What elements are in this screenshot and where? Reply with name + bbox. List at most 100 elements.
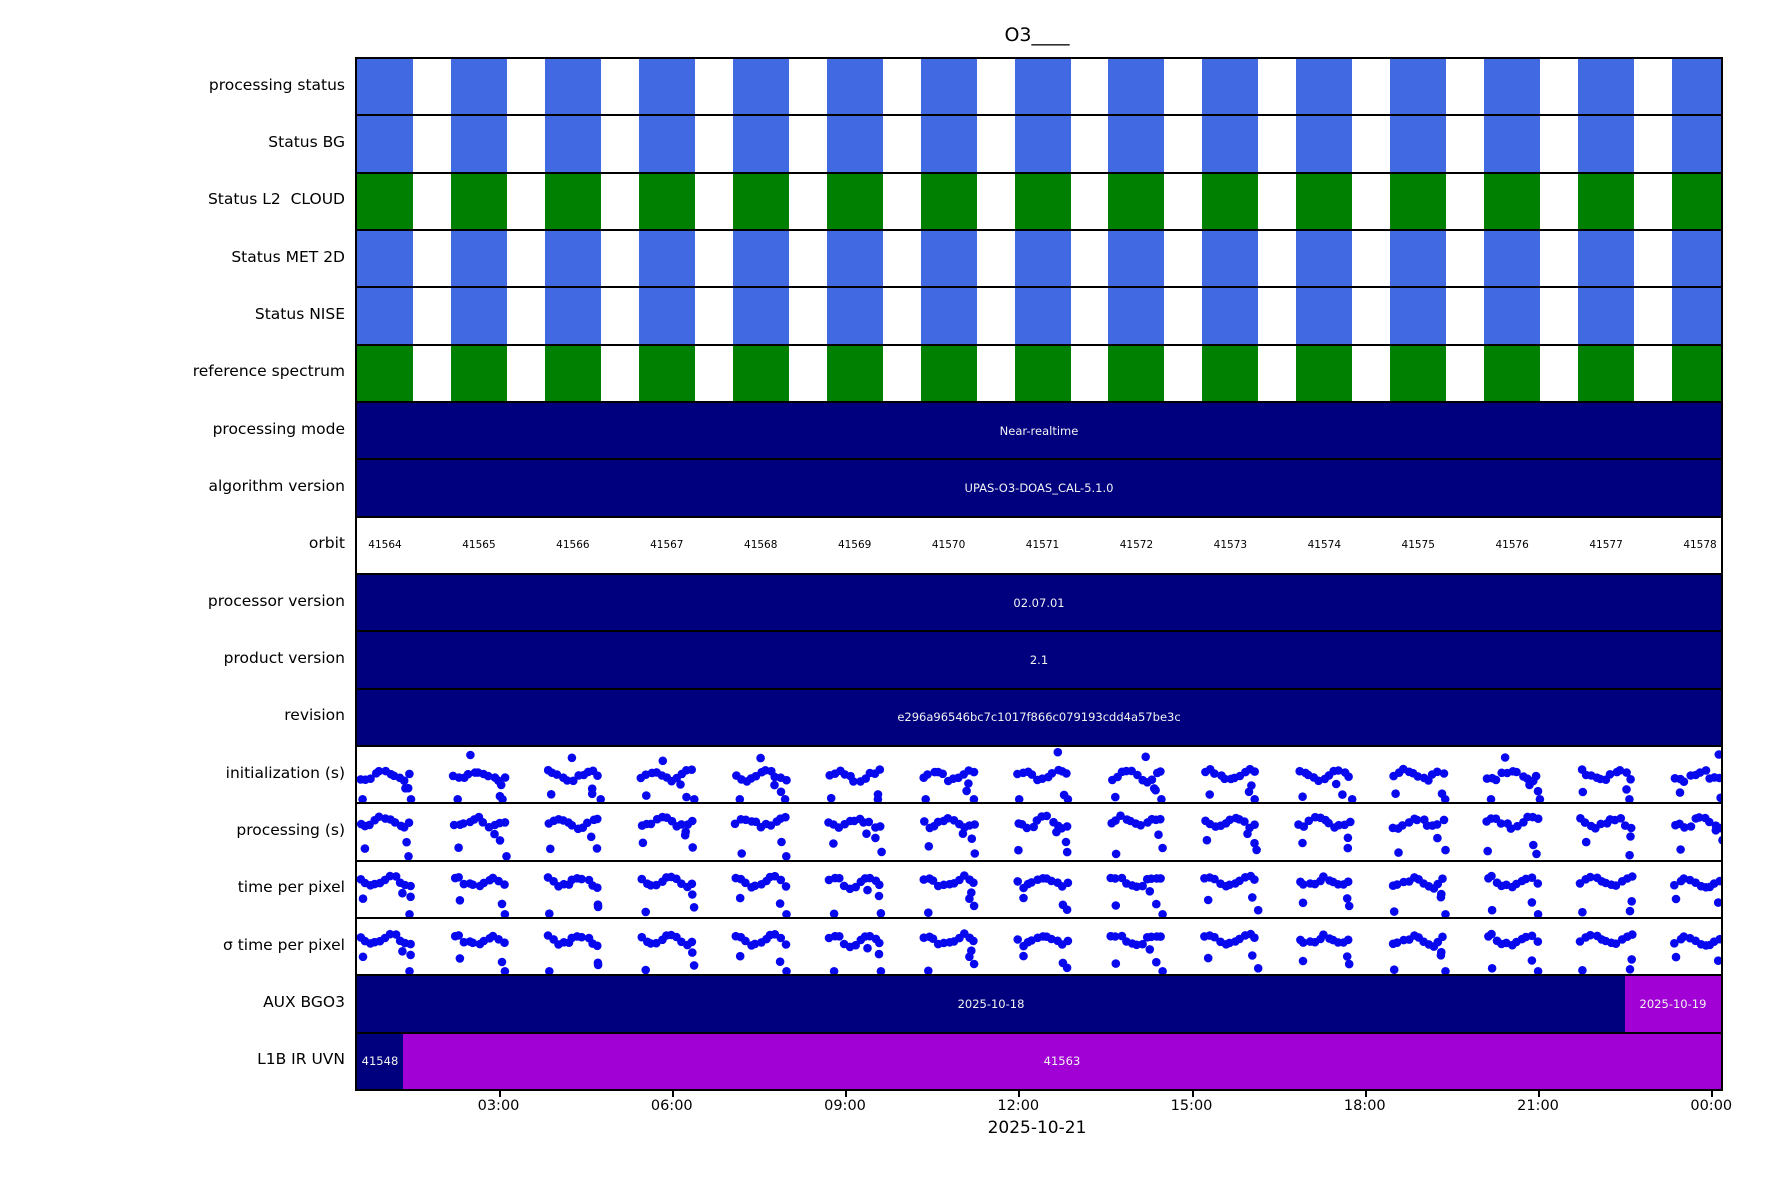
scatter-dot	[593, 771, 602, 780]
row-label-status-nise: Status NISE	[254, 304, 345, 323]
scatter-dot	[1138, 939, 1147, 949]
scatter-dot	[876, 908, 886, 917]
scatter-dot	[849, 777, 858, 786]
x-tick-label: 00:00	[1690, 1098, 1733, 1114]
scatter-dot	[1596, 819, 1606, 829]
scatter-dot	[776, 933, 786, 943]
row-l1b-ir-uvn: 41548 41563	[357, 1033, 1721, 1089]
scatter-dot	[863, 885, 872, 895]
scatter-dot	[385, 871, 395, 881]
status-block	[638, 288, 695, 344]
status-block	[1202, 116, 1259, 172]
scatter-dot	[366, 774, 375, 783]
scatter-dot	[1019, 893, 1028, 902]
segment-text: 41548	[361, 1054, 399, 1069]
scatter-dot	[924, 908, 933, 917]
scatter-dot	[969, 767, 979, 777]
scatter-dot	[406, 892, 415, 901]
scatter-dot	[1705, 818, 1714, 827]
scatter-dot	[676, 780, 685, 789]
scatter-dot	[463, 769, 473, 779]
scatter-dot	[1392, 879, 1402, 889]
scatter-dot	[1210, 769, 1219, 778]
scatter-dot	[546, 790, 556, 799]
status-block	[1484, 231, 1541, 287]
orbit-number: 41571	[1025, 539, 1060, 552]
scatter-dot	[851, 940, 860, 950]
status-block	[1296, 231, 1353, 287]
status-block	[638, 116, 695, 172]
scatter-dot	[1145, 886, 1155, 896]
scatter-dot	[545, 909, 554, 917]
scatter-dot	[688, 948, 697, 957]
scatter-dot	[1389, 906, 1399, 916]
scatter-dot	[404, 852, 413, 860]
scatter-dot	[1679, 777, 1689, 786]
scatter-dot	[454, 872, 463, 882]
orbit-number: 41577	[1589, 539, 1623, 552]
row-status-l2-cloud	[357, 173, 1721, 229]
status-block	[1390, 116, 1447, 172]
scatter-dot	[385, 929, 395, 939]
scatter-dot	[1716, 793, 1721, 803]
scatter-dot	[969, 936, 978, 946]
scatter-dot	[638, 838, 648, 848]
scatter-dot	[688, 889, 697, 899]
status-block	[1390, 345, 1447, 401]
scatter-dot	[782, 967, 791, 975]
status-block	[1108, 116, 1165, 172]
scatter-dot	[875, 938, 884, 948]
scatter-dot	[459, 819, 468, 829]
scatter-dot	[1110, 873, 1120, 883]
scatter-dot	[969, 901, 979, 910]
scatter-dot	[1527, 873, 1537, 882]
scatter-dot	[1344, 959, 1354, 969]
scatter-dot	[928, 934, 938, 943]
row-time-per-pixel	[357, 861, 1721, 917]
scatter-dot	[360, 844, 370, 854]
scatter-dot	[1626, 775, 1635, 784]
row-processing-s	[357, 804, 1721, 860]
x-tick-label: 15:00	[1170, 1098, 1213, 1114]
scatter-dot	[552, 770, 562, 779]
status-block	[1672, 173, 1721, 229]
status-block	[732, 231, 789, 287]
row-label-status-bg: Status BG	[268, 132, 345, 151]
scatter-dot	[1343, 877, 1353, 886]
scatter-dot	[1156, 767, 1165, 776]
orbit-number: 41573	[1213, 539, 1248, 552]
status-block	[1578, 345, 1635, 401]
scatter-dot	[642, 791, 651, 800]
scatter-dot	[1247, 781, 1256, 790]
bar-text-revision: e296a96546bc7c1017f866c079193cdd4a57be3c	[897, 710, 1181, 725]
scatter-dot	[875, 822, 885, 832]
status-block	[1484, 288, 1541, 344]
scatter-dot	[775, 957, 785, 966]
scatter-dot	[689, 961, 699, 970]
status-block	[544, 116, 601, 172]
orbit-number: 41567	[650, 539, 684, 552]
segment-aux-bgo3: 2025-10-19	[1624, 976, 1721, 1032]
status-block	[450, 59, 507, 115]
scatter-dot	[454, 843, 463, 853]
row-status-nise	[357, 288, 1721, 344]
scatter-dot	[500, 909, 510, 917]
scatter-dot	[646, 819, 656, 829]
scatter-dot	[1527, 897, 1537, 907]
status-block	[1108, 345, 1165, 401]
scatter-dot	[1052, 828, 1061, 837]
scatter-dot	[1626, 824, 1636, 833]
scatter-dot	[782, 852, 791, 860]
row-sigma-time-per-pixel	[357, 919, 1721, 975]
status-block	[544, 288, 601, 344]
status-block	[920, 116, 977, 172]
status-block	[638, 59, 695, 115]
status-block	[732, 116, 789, 172]
scatter-dot	[1240, 817, 1249, 827]
scatter-dot	[874, 949, 884, 959]
scatter-dot	[776, 875, 786, 884]
scatter-dot	[969, 795, 979, 803]
scatter-dot	[970, 849, 980, 859]
scatter-dot	[689, 902, 699, 912]
scatter-points-initialization-s	[357, 747, 1721, 803]
